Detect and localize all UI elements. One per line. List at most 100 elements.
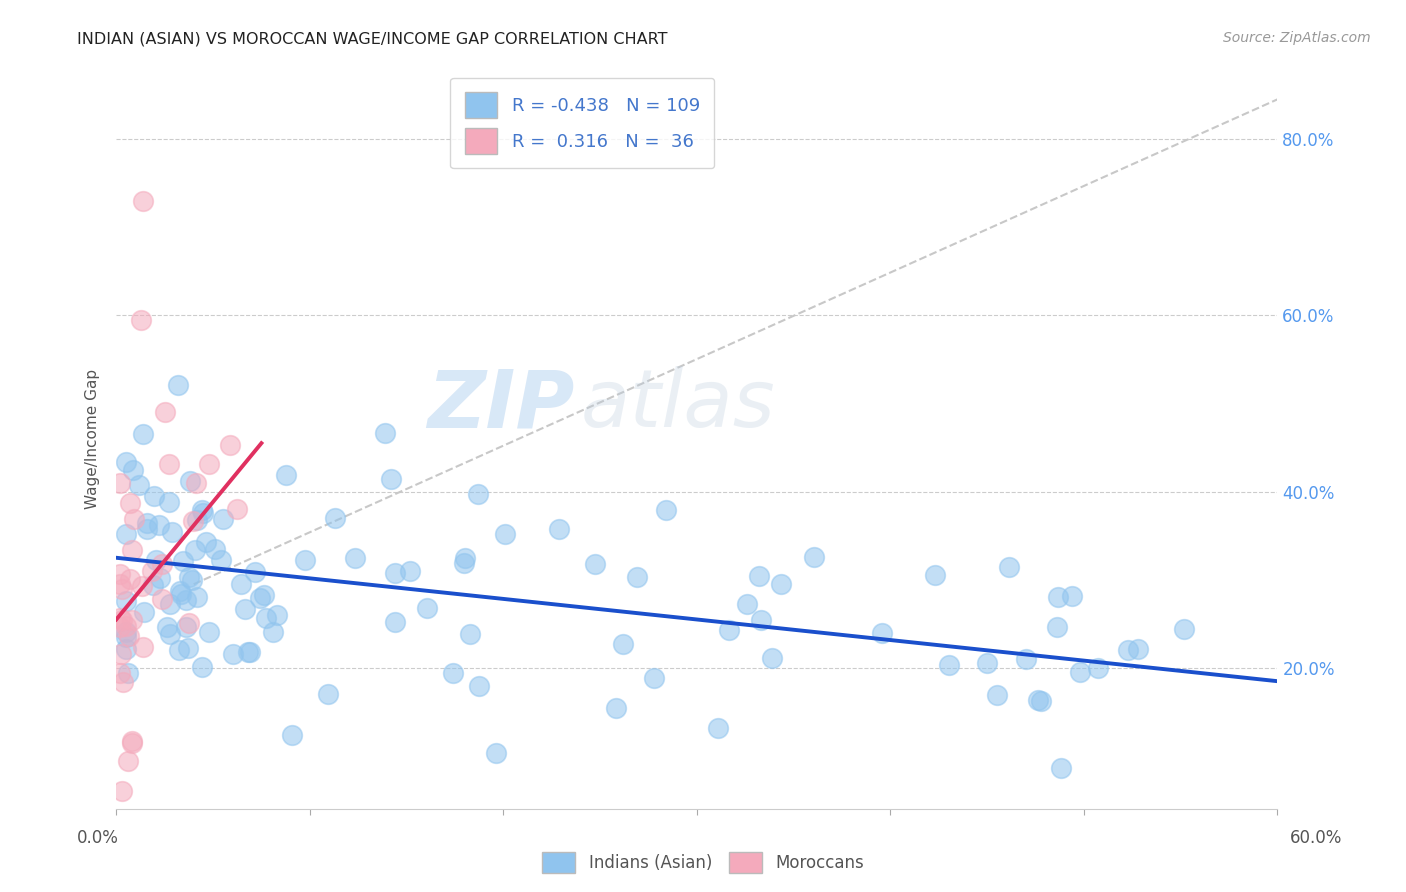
Point [998,560,1021,574]
Point [467,487,489,501]
Text: 60.0%: 60.0% [1291,829,1343,847]
Point [174,620,197,634]
Point [128,478,150,492]
Point [374,426,396,441]
Point [605,700,627,714]
Point [167,378,190,392]
Point [150,558,173,572]
Point [111,675,134,690]
Point [872,626,894,640]
Point [1014,652,1036,666]
Point [204,541,226,556]
Point [108,475,131,490]
Point [460,627,482,641]
Point [115,593,138,607]
Point [115,642,138,657]
Point [115,526,138,541]
Point [976,656,998,670]
Point [156,619,179,633]
Point [454,551,477,566]
Point [180,573,202,587]
Point [159,627,181,641]
Point [174,593,197,607]
Point [276,467,298,482]
Point [121,733,143,747]
Point [117,754,139,768]
Text: ZIP: ZIP [427,367,575,444]
Point [172,554,194,568]
Point [1031,694,1053,708]
Point [253,588,276,602]
Point [142,577,165,591]
Point [181,514,204,528]
Point [121,736,143,750]
Point [169,583,191,598]
Point [134,605,156,619]
Point [179,570,201,584]
Point [225,502,247,516]
Point [748,569,770,583]
Text: INDIAN (ASIAN) VS MOROCCAN WAGE/INCOME GAP CORRELATION CHART: INDIAN (ASIAN) VS MOROCCAN WAGE/INCOME G… [77,31,668,46]
Point [191,502,214,516]
Point [115,624,138,639]
Point [1173,622,1195,636]
Point [117,666,139,681]
Point [150,591,173,606]
Point [120,496,142,510]
Point [222,647,245,661]
Point [132,194,155,208]
Point [197,625,219,640]
Point [384,566,406,580]
Legend: Indians (Asian), Moroccans: Indians (Asian), Moroccans [536,846,870,880]
Point [803,549,825,564]
Point [141,564,163,578]
Point [191,660,214,674]
Point [1116,642,1139,657]
Point [136,516,159,530]
Point [761,651,783,665]
Point [167,643,190,657]
Point [142,489,165,503]
Point [157,495,180,509]
Legend: R = -0.438   N = 109, R =  0.316   N =  36: R = -0.438 N = 109, R = 0.316 N = 36 [450,78,714,169]
Point [254,611,277,625]
Point [453,556,475,570]
Point [115,630,138,644]
Point [218,438,240,452]
Point [494,527,516,541]
Point [737,597,759,611]
Point [718,623,741,637]
Point [179,474,201,488]
Point [441,666,464,681]
Point [1128,642,1150,657]
Point [108,577,131,591]
Point [160,524,183,539]
Point [416,601,439,615]
Point [153,405,176,419]
Point [1026,693,1049,707]
Point [209,553,232,567]
Point [323,511,346,525]
Point [121,614,143,628]
Point [121,543,143,558]
Point [769,577,792,591]
Point [399,564,422,578]
Point [612,637,634,651]
Point [707,721,730,735]
Point [468,679,491,693]
Point [1062,590,1084,604]
Point [583,557,606,571]
Y-axis label: Wage/Income Gap: Wage/Income Gap [86,368,100,508]
Point [294,552,316,566]
Point [159,597,181,611]
Point [176,641,198,656]
Point [124,512,146,526]
Text: 0.0%: 0.0% [77,829,120,847]
Point [131,579,153,593]
Point [316,688,339,702]
Point [170,586,193,600]
Point [111,784,134,798]
Point [131,312,153,326]
Point [108,665,131,680]
Point [179,616,201,631]
